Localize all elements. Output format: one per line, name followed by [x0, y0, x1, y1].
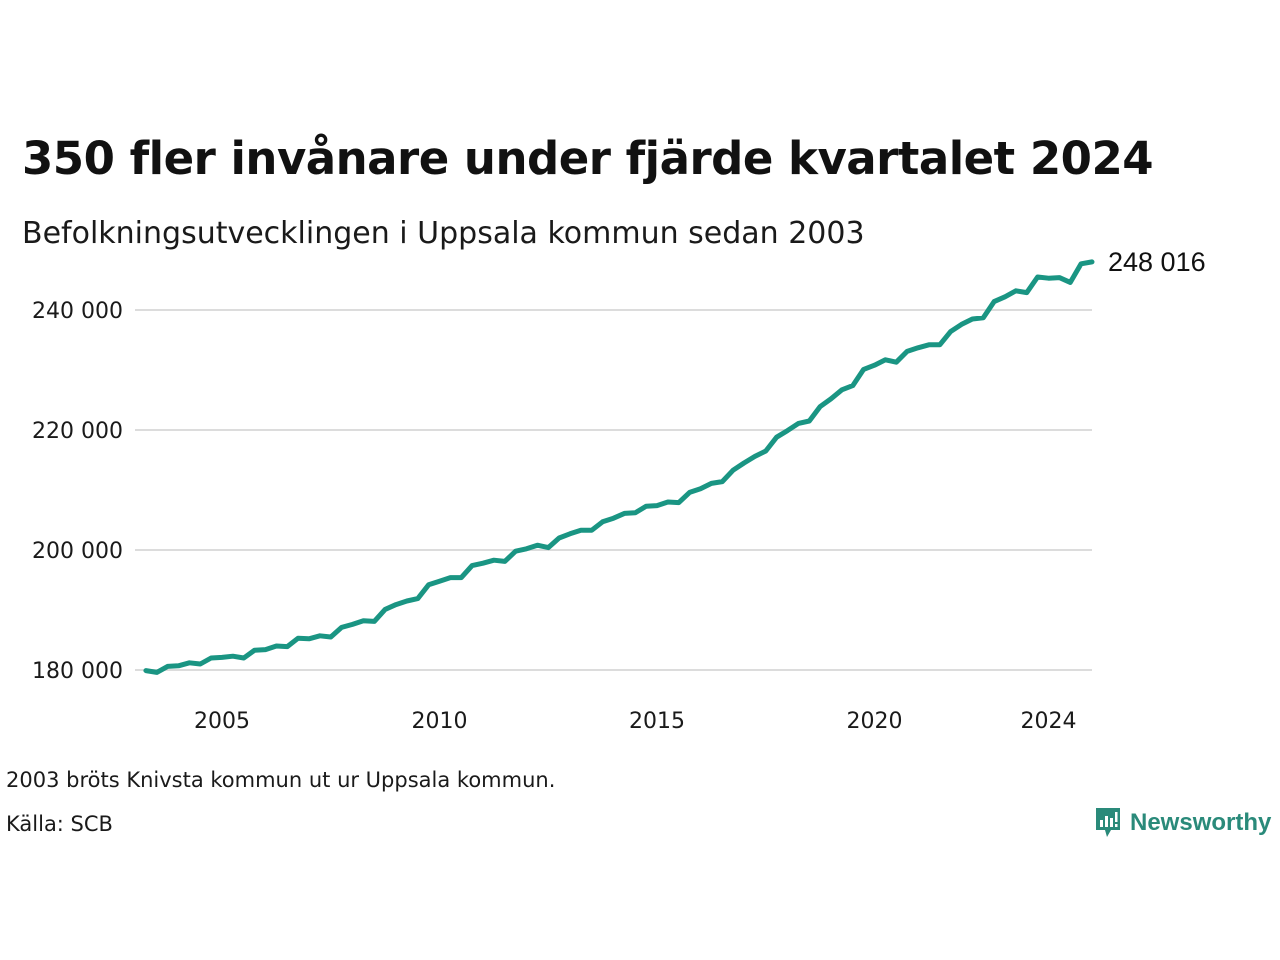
x-tick-label-2024: 2024: [1021, 709, 1077, 734]
x-tick-label-2020: 2020: [847, 709, 903, 734]
chart-title: 350 fler invånare under fjärde kvartalet…: [22, 132, 1154, 185]
y-tick-label-240000: 240 000: [32, 299, 123, 324]
x-tick-label-2015: 2015: [629, 709, 685, 734]
x-tick-label-2005: 2005: [194, 709, 250, 734]
y-tick-label-220000: 220 000: [32, 419, 123, 444]
x-tick-label-2010: 2010: [412, 709, 468, 734]
population-series-line: [143, 259, 1095, 675]
chart-subtitle: Befolkningsutvecklingen i Uppsala kommun…: [22, 216, 865, 251]
source-note: Källa: SCB: [6, 812, 113, 836]
gridlines: [135, 309, 1092, 671]
y-axis: 180 000 200 000 220 000 240 000: [32, 299, 123, 684]
x-axis: 2005 2010 2015 2020 2024: [194, 709, 1077, 734]
y-tick-label-200000: 200 000: [32, 539, 123, 564]
end-value-label: 248 016: [1108, 247, 1206, 277]
brand-name: Newsworthy: [1130, 809, 1272, 836]
series-group: [143, 259, 1095, 675]
y-tick-label-180000: 180 000: [32, 659, 123, 684]
footnote: 2003 bröts Knivsta kommun ut ur Uppsala …: [6, 768, 556, 792]
newsworthy-logo-icon: [1096, 808, 1120, 837]
brand-logo: Newsworthy: [1094, 806, 1271, 840]
